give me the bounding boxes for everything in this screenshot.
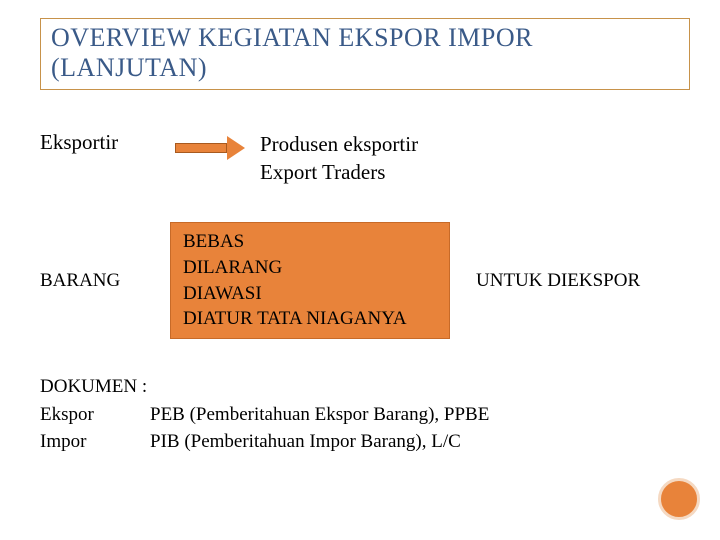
dokumen-impor-line: Impor PIB (Pemberitahuan Impor Barang), …	[40, 428, 690, 456]
arrow-icon	[175, 136, 245, 160]
title-box: OVERVIEW KEGIATAN EKSPOR IMPOR (LANJUTAN…	[40, 18, 690, 90]
title-line-1: OVERVIEW KEGIATAN EKSPOR IMPOR	[51, 23, 533, 52]
dokumen-impor-label: Impor	[40, 428, 150, 456]
dokumen-ekspor-label: Ekspor	[40, 401, 150, 429]
eksportir-row: Eksportir Produsen eksportir Export Trad…	[40, 130, 690, 187]
dokumen-ekspor-line: Ekspor PEB (Pemberitahuan Ekspor Barang)…	[40, 401, 690, 429]
category-bebas: BEBAS	[183, 229, 437, 255]
title-line-2: (LANJUTAN)	[51, 53, 207, 82]
dokumen-impor-value: PIB (Pemberitahuan Impor Barang), L/C	[150, 428, 461, 456]
barang-label: BARANG	[40, 270, 170, 292]
untuk-diekspor-label: UNTUK DIEKSPOR	[476, 270, 640, 292]
category-diawasi: DIAWASI	[183, 281, 437, 307]
export-traders-text: Export Traders	[260, 158, 418, 186]
arrow-container	[160, 130, 260, 160]
category-dilarang: DILARANG	[183, 255, 437, 281]
circle-decoration-icon	[658, 478, 700, 520]
barang-categories-box: BEBAS DILARANG DIAWASI DIATUR TATA NIAGA…	[170, 222, 450, 339]
category-diatur: DIATUR TATA NIAGANYA	[183, 306, 437, 332]
eksportir-label: Eksportir	[40, 130, 160, 155]
dokumen-ekspor-value: PEB (Pemberitahuan Ekspor Barang), PPBE	[150, 401, 489, 429]
slide-content: OVERVIEW KEGIATAN EKSPOR IMPOR (LANJUTAN…	[0, 0, 720, 456]
dokumen-section: DOKUMEN : Ekspor PEB (Pemberitahuan Eksp…	[40, 373, 690, 456]
slide-title: OVERVIEW KEGIATAN EKSPOR IMPOR (LANJUTAN…	[51, 23, 679, 83]
produsen-eksportir-text: Produsen eksportir	[260, 130, 418, 158]
dokumen-header: DOKUMEN :	[40, 373, 690, 401]
eksportir-targets: Produsen eksportir Export Traders	[260, 130, 418, 187]
barang-row: BARANG BEBAS DILARANG DIAWASI DIATUR TAT…	[40, 222, 690, 339]
